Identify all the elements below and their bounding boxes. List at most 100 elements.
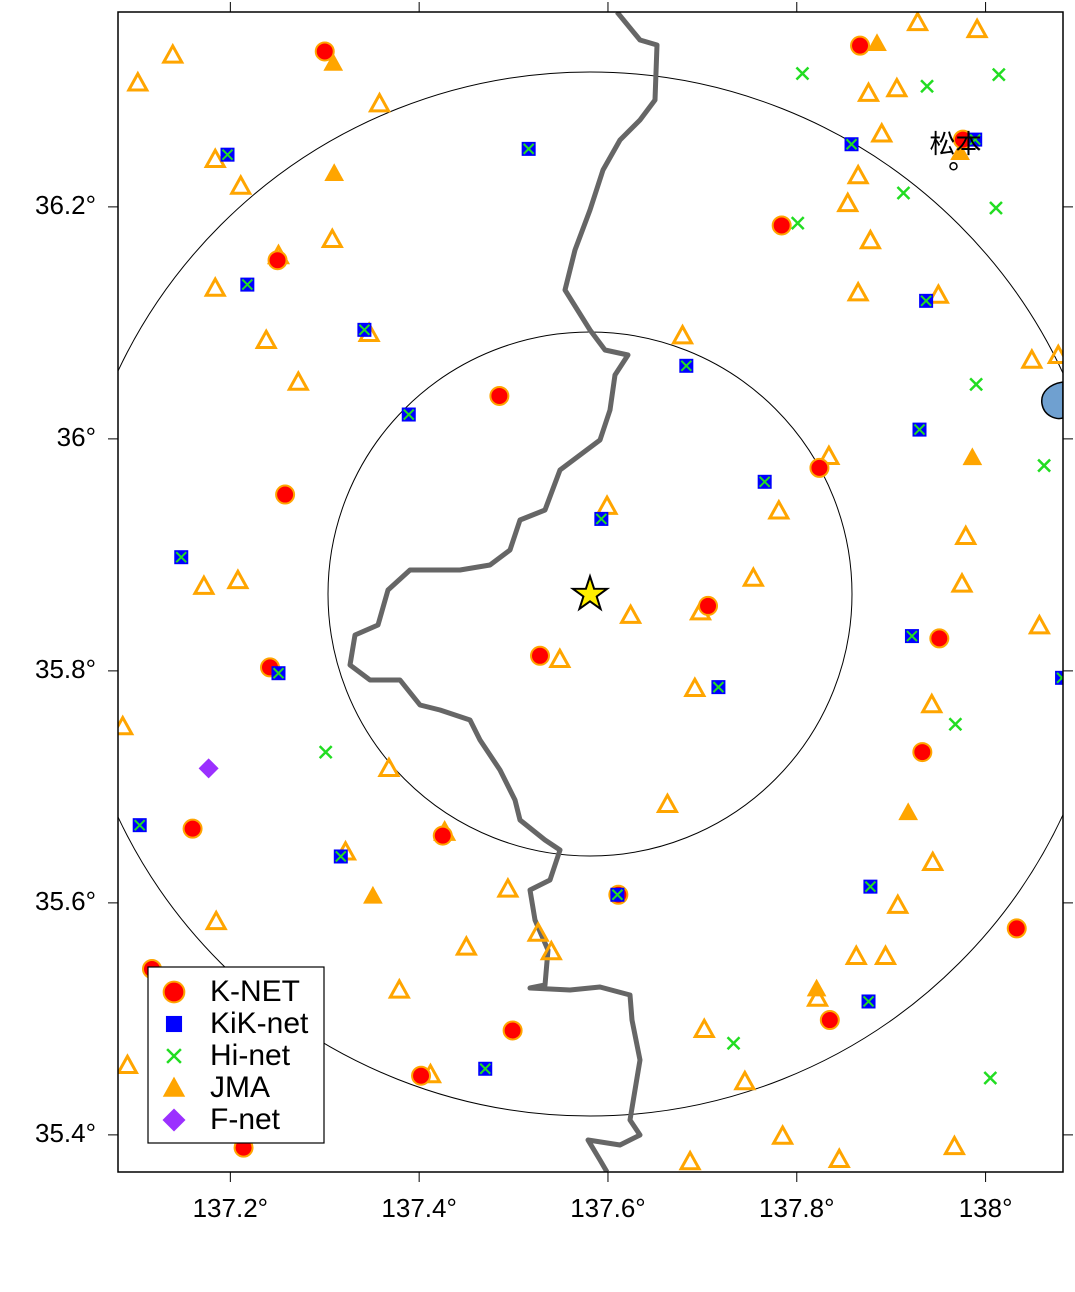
k-net-station [314,41,335,62]
hi-net-station [989,201,1003,215]
intensity-station [886,893,910,914]
intensity-station [771,1123,795,1145]
jma-station [898,802,919,821]
kik-net-cross [712,681,725,693]
jma-station [867,33,887,52]
intensity-station [548,647,572,668]
k-net-station [411,1065,432,1086]
intensity-station [203,147,227,169]
intensity-station [920,692,944,714]
intensity-station [846,163,870,185]
y-tick-label: 36° [57,422,96,452]
jma-station [323,53,344,71]
y-tick-label: 35.4° [35,1118,96,1148]
intensity-station [454,934,478,956]
legend-label: F-net [210,1103,281,1136]
intensity-station [885,76,909,98]
intensity-station [118,1053,139,1074]
k-net-station [275,484,296,505]
intensity-station [836,191,860,213]
intensity-station [387,977,411,999]
intensity-station [741,565,765,587]
axes: 137.2° 137.4° 137.6° 137.8° 138° 35.4° 35.6° 35… [35,2,1073,1223]
hi-net-station [896,186,911,200]
intensity-station [377,756,401,778]
kik-net-cross [864,880,877,893]
city-marker [949,162,958,171]
kik-net-cross [680,360,693,372]
k-net-station [489,385,510,406]
kik-net-cross [906,630,918,642]
k-net-station [698,595,719,616]
intensity-station [203,275,227,297]
intensity-station [858,228,882,250]
intensity-station [921,850,945,871]
hi-net-station [991,67,1006,82]
intensity-station [619,603,643,624]
intensity-station [1046,343,1063,365]
legend-label: JMA [210,1071,270,1104]
intensity-station [692,1017,716,1039]
prefecture-boundary [347,12,660,1172]
k-net-station [809,457,830,478]
f-net-station [198,758,219,779]
jma-station [324,163,345,181]
jma-station [950,142,970,161]
x-tick-label: 137.8° [759,1193,834,1223]
kik-net-cross [221,148,234,161]
intensity-station [678,1149,702,1171]
intensity-station [226,568,250,590]
jma-station [363,885,383,904]
kik-net-cross [611,889,624,901]
jma-station [962,447,983,466]
intensity-station [526,920,550,942]
kik-net-station [1055,670,1063,685]
k-net-station [502,1020,523,1041]
intensity-station [805,985,830,1007]
intensity-station [856,81,881,102]
intensity-station [118,714,135,736]
jma-station [162,1076,186,1097]
x-tick-label: 138° [959,1193,1013,1223]
k-net-station [162,980,186,1004]
intensity-station [161,42,185,64]
kik-net-station [165,1015,183,1033]
legend-label: K-NET [210,975,300,1008]
k-net-station [819,1010,840,1031]
intensity-station [496,876,520,898]
k-net-station [929,628,950,649]
kik-net-cross [920,295,932,307]
kik-net-cross [175,551,187,563]
plot-frame [117,11,1064,1173]
intensity-station [192,574,216,595]
hi-net-station [166,1048,182,1064]
legend-label: Hi-net [210,1039,291,1072]
kik-net-cross [241,278,254,291]
k-net-station [182,818,203,839]
intensity-station [683,676,707,697]
epicenter [569,573,611,612]
k-net-station [529,645,550,666]
intensity-station [926,282,950,304]
lake [1041,381,1063,420]
intensity-station [906,12,930,32]
hi-net-station [983,1071,998,1085]
intensity-station [1027,613,1051,635]
kik-net-cross [595,513,608,525]
hi-net-station [318,745,333,759]
intensity-station [942,1134,966,1156]
kik-net-cross [479,1063,491,1075]
hi-net-station [969,377,984,392]
intensity-station [950,571,974,593]
kik-net-cross [272,667,285,679]
kik-net-cross [1056,672,1063,684]
x-tick-label: 137.6° [570,1193,645,1223]
jma-station [806,978,827,997]
k-net-station [1006,918,1027,939]
basemap [118,12,1063,1172]
intensity-station [655,792,679,813]
intensity-station [965,17,989,39]
intensity-station [870,121,894,143]
f-net-station [162,1108,186,1132]
